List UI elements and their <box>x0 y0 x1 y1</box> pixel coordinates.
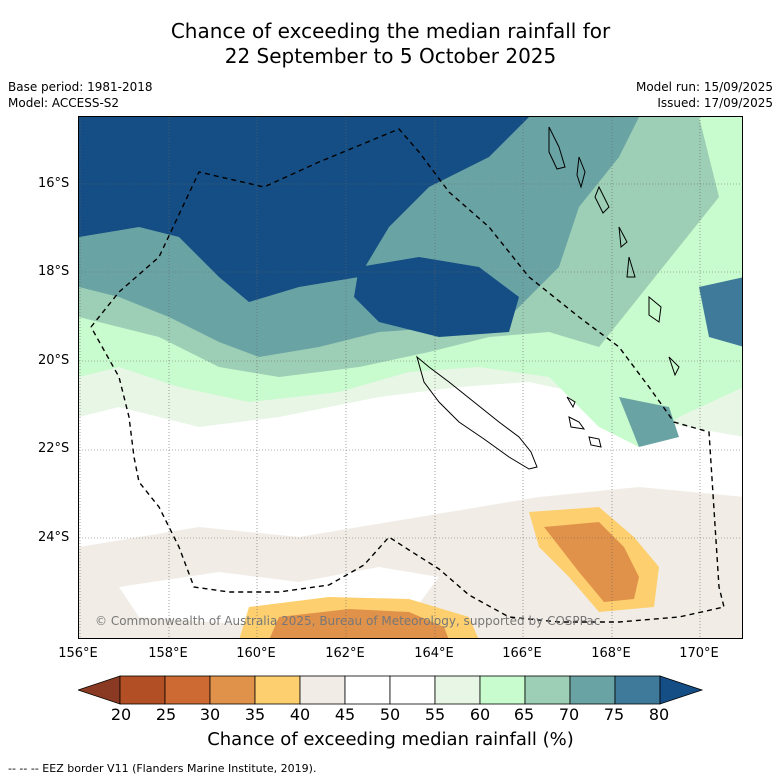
lat-label-20s: 20°S <box>38 353 70 368</box>
graticule <box>79 117 742 638</box>
model-run-label: Model run: 15/09/2025 <box>635 80 773 94</box>
lat-label-18s: 18°S <box>38 264 70 279</box>
colorbar-tick-75: 75 <box>603 705 625 724</box>
colorbar-cell <box>299 675 346 705</box>
vanuatu-coastline <box>548 126 680 377</box>
colorbar-tick-60: 60 <box>469 705 491 724</box>
colorbar-cell <box>479 675 526 705</box>
zone-80-plus-core <box>354 257 519 337</box>
colorbar-cell <box>614 675 661 705</box>
lon-label-170e: 170°E <box>679 646 719 661</box>
lat-label-24s: 24°S <box>38 530 70 545</box>
lon-label-158e: 158°E <box>148 646 188 661</box>
colorbar-tick-65: 65 <box>513 705 535 724</box>
eez-footnote: -- -- -- EEZ border V11 (Flanders Marine… <box>8 762 317 775</box>
lon-label-168e: 168°E <box>591 646 631 661</box>
colorbar-tick-70: 70 <box>558 705 580 724</box>
chart-title-line-1: Chance of exceeding the median rainfall … <box>170 19 611 43</box>
colorbar-tick-20: 20 <box>110 705 132 724</box>
colorbar-tick-35: 35 <box>244 705 266 724</box>
zone-30-35-south <box>269 609 449 638</box>
colorbar-cell <box>389 675 436 705</box>
colorbar-cell <box>344 675 391 705</box>
zone-75-80-east <box>699 277 742 347</box>
colorbar-over-triangle <box>659 675 704 705</box>
colorbar-tick-30: 30 <box>199 705 221 724</box>
eez-border <box>90 128 725 623</box>
copyright-notice: © Commonwealth of Australia 2025, Bureau… <box>95 614 601 628</box>
lon-label-164e: 164°E <box>414 646 454 661</box>
rainfall-probability-map <box>79 117 742 638</box>
issued-label: Issued: 17/09/2025 <box>657 96 773 110</box>
lon-label-160e: 160°E <box>236 646 276 661</box>
lat-label-16s: 16°S <box>38 176 70 191</box>
lat-label-22s: 22°S <box>38 441 70 456</box>
colorbar-cell <box>254 675 301 705</box>
map-panel: © Commonwealth of Australia 2025, Bureau… <box>78 116 743 639</box>
colorbar-label: Chance of exceeding median rainfall (%) <box>207 729 574 750</box>
colorbar-cell <box>569 675 616 705</box>
colorbar-tick-55: 55 <box>424 705 446 724</box>
colorbar <box>78 675 704 705</box>
base-period-label: Base period: 1981-2018 <box>8 80 153 94</box>
colorbar-cell <box>209 675 256 705</box>
colorbar-under-triangle <box>78 675 121 705</box>
model-label: Model: ACCESS-S2 <box>8 96 120 110</box>
colorbar-tick-25: 25 <box>155 705 177 724</box>
colorbar-cell <box>164 675 211 705</box>
colorbar-tick-45: 45 <box>334 705 356 724</box>
colorbar-cell <box>434 675 481 705</box>
loyalty-islands-coastline <box>566 396 602 448</box>
new-caledonia-coastline <box>416 355 538 470</box>
colorbar-tick-80: 80 <box>648 705 670 724</box>
chart-title-line-2: 22 September to 5 October 2025 <box>224 44 557 68</box>
colorbar-tick-50: 50 <box>379 705 401 724</box>
zone-70-75-east <box>619 397 679 447</box>
lon-label-162e: 162°E <box>325 646 365 661</box>
zone-80-plus <box>79 117 529 302</box>
colorbar-cell <box>119 675 166 705</box>
lon-label-156e: 156°E <box>58 646 98 661</box>
lon-label-166e: 166°E <box>502 646 542 661</box>
colorbar-tick-40: 40 <box>289 705 311 724</box>
colorbar-cell <box>524 675 571 705</box>
zone-30-35-east <box>544 522 639 602</box>
